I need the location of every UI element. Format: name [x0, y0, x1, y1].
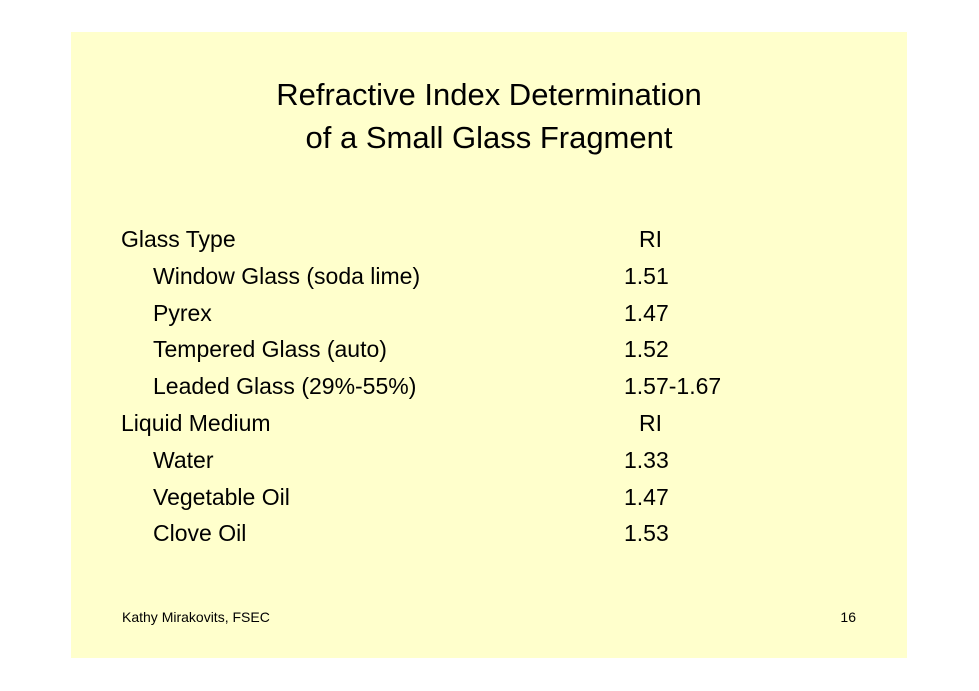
row-label: Leaded Glass (29%-55%) [153, 373, 417, 400]
section-header-value: RI [639, 409, 662, 436]
section-header-glass-type: Glass Type RI [121, 221, 861, 258]
section-header-label: Liquid Medium [121, 409, 271, 436]
row-value: 1.47 [624, 299, 669, 326]
slide: Refractive Index Determination of a Smal… [71, 32, 907, 658]
row-value: 1.57-1.67 [624, 373, 722, 400]
table-row: Window Glass (soda lime) 1.51 [121, 258, 861, 295]
row-value: 1.51 [624, 262, 669, 289]
row-label: Tempered Glass (auto) [153, 336, 387, 363]
slide-title-line-1: Refractive Index Determination [276, 77, 702, 112]
table-row: Clove Oil 1.53 [121, 515, 861, 552]
slide-title: Refractive Index Determination of a Smal… [71, 73, 907, 159]
row-label: Vegetable Oil [153, 483, 290, 510]
table-row: Leaded Glass (29%-55%) 1.57-1.67 [121, 368, 861, 405]
table-row: Water 1.33 [121, 442, 861, 479]
row-label: Window Glass (soda lime) [153, 262, 421, 289]
refractive-index-table: Glass Type RI Window Glass (soda lime) 1… [121, 221, 861, 552]
slide-title-line-2: of a Small Glass Fragment [305, 120, 673, 155]
table-row: Pyrex 1.47 [121, 295, 861, 332]
section-header-value: RI [639, 226, 662, 252]
row-value: 1.53 [624, 520, 669, 547]
table-row: Tempered Glass (auto) 1.52 [121, 331, 861, 368]
section-header-liquid-medium: Liquid Medium RI [121, 405, 861, 442]
row-value: 1.33 [624, 446, 669, 473]
row-label: Pyrex [153, 299, 212, 326]
row-label: Clove Oil [153, 520, 247, 547]
row-value: 1.52 [624, 336, 669, 363]
row-value: 1.47 [624, 483, 669, 510]
footer-author: Kathy Mirakovits, FSEC [122, 609, 270, 625]
section-header-label: Glass Type [121, 226, 236, 252]
table-row: Vegetable Oil 1.47 [121, 479, 861, 516]
row-label: Water [153, 446, 214, 473]
page-number: 16 [840, 609, 856, 625]
